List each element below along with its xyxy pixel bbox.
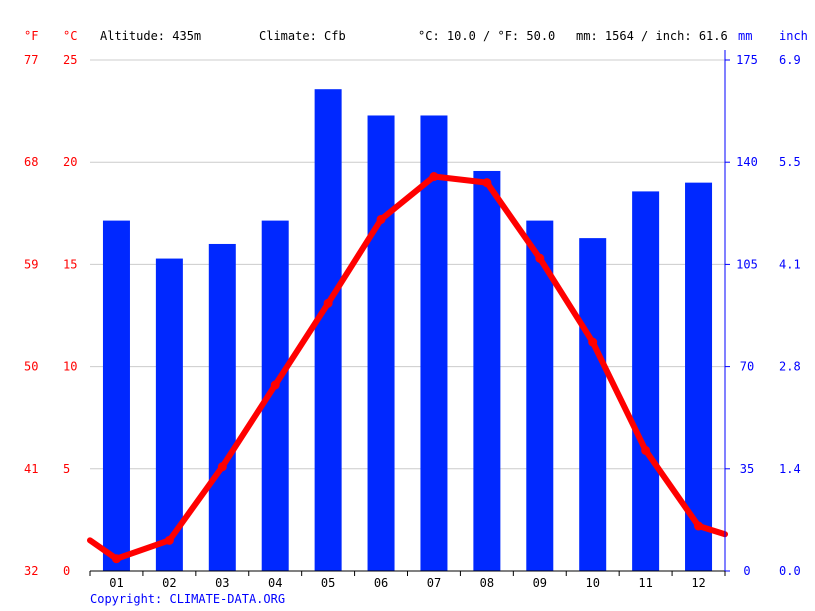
copyright-label: Copyright: CLIMATE-DATA.ORG	[90, 592, 285, 606]
month-tick-label: 09	[533, 576, 547, 590]
temp-point-07	[429, 172, 439, 182]
temp-point-04	[270, 380, 280, 390]
precip-bar-02	[155, 258, 183, 571]
temperature-line-path	[87, 173, 728, 562]
temp-point-09	[535, 253, 545, 263]
temp-point-08	[482, 178, 492, 188]
fahrenheit-tick-label: 59	[24, 257, 38, 271]
temp-point-03	[217, 462, 227, 472]
inch-tick-label: 1.4	[779, 462, 801, 476]
month-tick-label: 02	[162, 576, 176, 590]
celsius-tick-label: 0	[63, 564, 70, 578]
avg-temp-label: °C: 10.0 / °F: 50.0	[418, 29, 555, 43]
month-tick-label: 11	[638, 576, 652, 590]
inch-tick-label: 5.5	[779, 155, 801, 169]
climate-label: Climate: Cfb	[259, 29, 346, 43]
inch-tick-label: 6.9	[779, 53, 801, 67]
mm-unit-label: mm	[738, 29, 752, 43]
precipitation-bars	[102, 89, 713, 571]
celsius-tick-label: 15	[63, 257, 77, 271]
fahrenheit-tick-label: 77	[24, 53, 38, 67]
month-tick-label: 12	[691, 576, 705, 590]
precip-bar-12	[685, 182, 713, 571]
celsius-tick-label: 25	[63, 53, 77, 67]
fahrenheit-tick-label: 41	[24, 462, 38, 476]
precip-bar-07	[420, 115, 448, 571]
month-tick-label: 04	[268, 576, 282, 590]
temp-point-06	[376, 214, 386, 224]
month-tick-label: 05	[321, 576, 335, 590]
precip-bar-09	[526, 220, 554, 571]
grid-lines	[90, 59, 725, 470]
fahrenheit-tick-label: 50	[24, 360, 38, 374]
inch-tick-label: 0.0	[779, 564, 801, 578]
altitude-label: Altitude: 435m	[100, 29, 201, 43]
month-tick-label: 10	[585, 576, 599, 590]
temp-point-12	[694, 521, 704, 531]
inch-unit-label: inch	[779, 29, 808, 43]
celsius-tick-label: 10	[63, 360, 77, 374]
mm-tick-label: 35	[740, 462, 754, 476]
month-tick-label: 08	[480, 576, 494, 590]
precip-bar-06	[367, 115, 395, 571]
month-tick-label: 01	[109, 576, 123, 590]
precip-bar-10	[579, 238, 607, 571]
temperature-line	[87, 172, 728, 564]
month-tick-label: 03	[215, 576, 229, 590]
inch-tick-label: 4.1	[779, 257, 801, 271]
precip-total-label: mm: 1564 / inch: 61.6	[576, 29, 728, 43]
precip-bar-08	[473, 170, 501, 571]
precip-bar-11	[632, 191, 660, 571]
month-tick-label: 07	[427, 576, 441, 590]
mm-tick-label: 0	[743, 564, 750, 578]
mm-tick-label: 175	[736, 53, 758, 67]
chart-axes	[89, 50, 730, 576]
temp-point-10	[588, 337, 598, 347]
inch-tick-label: 2.8	[779, 360, 801, 374]
fahrenheit-unit-label: °F	[24, 29, 38, 43]
precip-bar-05	[314, 89, 342, 571]
temp-point-02	[164, 535, 174, 545]
mm-tick-label: 105	[736, 257, 758, 271]
temp-point-01	[111, 554, 121, 564]
month-tick-label: 06	[374, 576, 388, 590]
mm-tick-label: 140	[736, 155, 758, 169]
celsius-tick-label: 5	[63, 462, 70, 476]
precip-bar-03	[208, 243, 236, 571]
temp-point-11	[641, 445, 651, 455]
celsius-unit-label: °C	[63, 29, 77, 43]
celsius-tick-label: 20	[63, 155, 77, 169]
temp-point-05	[323, 298, 333, 308]
mm-tick-label: 70	[740, 360, 754, 374]
fahrenheit-tick-label: 68	[24, 155, 38, 169]
tick-labels: 3241505968770510152025035701051401750.01…	[24, 53, 801, 590]
precip-bar-01	[102, 220, 130, 571]
fahrenheit-tick-label: 32	[24, 564, 38, 578]
